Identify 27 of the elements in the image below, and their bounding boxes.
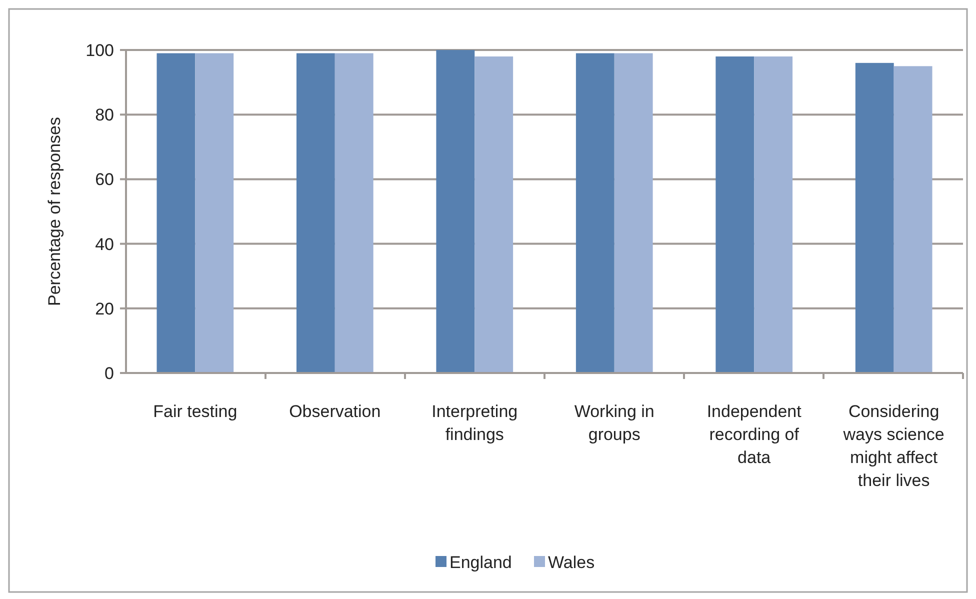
legend-label: England [450, 553, 512, 572]
bar [614, 53, 653, 373]
x-tick-label: Working in groups [574, 402, 654, 444]
x-tick-label: Observation [289, 402, 381, 421]
x-tick-label: Interpreting findings [432, 402, 518, 444]
bar [855, 62, 894, 373]
x-tick-label: Considering ways science might affect their lives [842, 402, 944, 490]
bar [156, 53, 196, 373]
bar [296, 53, 335, 373]
y-tick-label: 20 [95, 299, 114, 318]
bar [576, 53, 614, 373]
y-tick-label: 0 [104, 364, 114, 383]
bar [894, 66, 932, 373]
bar [754, 56, 793, 373]
y-tick-label: 100 [86, 40, 114, 60]
y-axis-title: Percentage of responses [45, 116, 64, 306]
bar [716, 56, 754, 373]
bar [474, 56, 514, 373]
y-tick-label: 80 [95, 106, 114, 125]
x-tick-label: Fair testing [153, 402, 238, 421]
legend-label: Wales [548, 553, 595, 572]
bar [195, 53, 234, 373]
x-tick-label: Independent recording of data [706, 402, 802, 467]
bar [334, 53, 374, 373]
bar [436, 50, 475, 373]
y-tick-label: 40 [95, 234, 114, 254]
y-tick-label: 60 [95, 170, 114, 190]
